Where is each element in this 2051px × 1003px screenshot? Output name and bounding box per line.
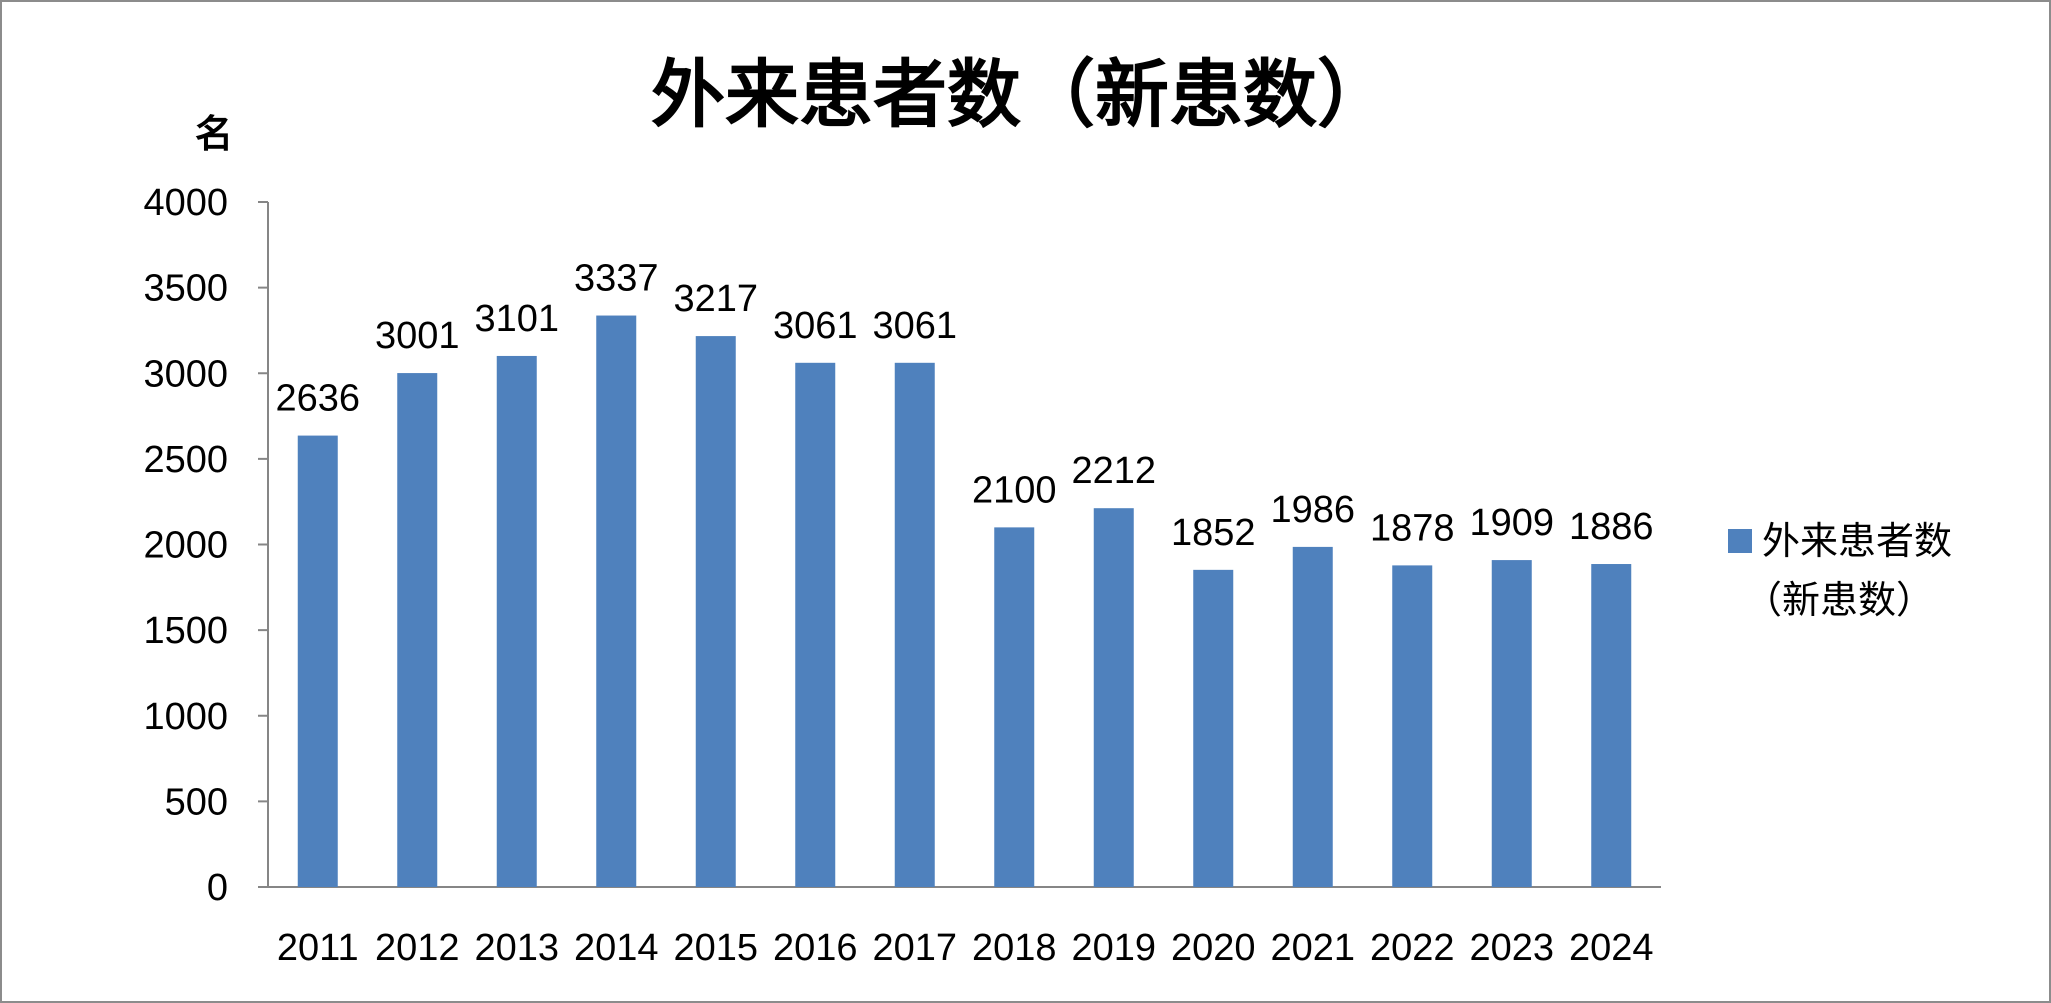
x-tick-label-2012: 2012 xyxy=(375,927,460,969)
bar-2023 xyxy=(1491,560,1532,887)
bar-2019 xyxy=(1093,508,1134,887)
data-label-2011: 2636 xyxy=(275,378,360,420)
x-tick-label-2024: 2024 xyxy=(1569,927,1654,969)
bars-group xyxy=(297,315,1632,888)
bar-2022 xyxy=(1392,565,1433,887)
bar-2012 xyxy=(397,373,438,887)
data-label-2017: 3061 xyxy=(872,305,957,347)
legend-label-line-2: （新患数） xyxy=(1744,578,1934,622)
y-tick-label-4000: 4000 xyxy=(143,182,228,224)
x-axis-ticks: 2011 2012 2013 2014 2015 2016 2017 2018 2019 2020… xyxy=(277,927,1654,969)
x-tick-label-2018: 2018 xyxy=(972,927,1057,969)
bar-2016 xyxy=(795,362,836,888)
legend-label-line-1: 外来患者数 xyxy=(1762,519,1952,563)
bar-2011 xyxy=(297,435,338,887)
y-tick-label-2000: 2000 xyxy=(143,525,228,567)
x-tick-label-2015: 2015 xyxy=(673,927,758,969)
bar-2021 xyxy=(1292,546,1333,887)
legend: 外来患者数 （新患数） xyxy=(1728,519,1952,622)
x-tick-label-2014: 2014 xyxy=(574,927,659,969)
data-label-2022: 1878 xyxy=(1370,507,1455,549)
y-tick-label-1000: 1000 xyxy=(143,696,228,738)
y-axis-unit-label: 名 xyxy=(195,112,233,156)
data-labels-group: 2636 3001 3101 3337 3217 3061 3061 2100 2212 1852… xyxy=(275,258,1653,554)
bar-2024 xyxy=(1591,564,1632,887)
x-tick-label-2021: 2021 xyxy=(1270,927,1355,969)
bar-2013 xyxy=(496,355,537,887)
y-tick-label-3500: 3500 xyxy=(143,268,228,310)
x-tick-label-2017: 2017 xyxy=(872,927,957,969)
data-label-2021: 1986 xyxy=(1270,489,1355,531)
y-tick-label-2500: 2500 xyxy=(143,439,228,481)
legend-swatch xyxy=(1728,529,1752,553)
bar-2017 xyxy=(894,362,935,888)
bar-2018 xyxy=(994,527,1035,887)
x-tick-label-2019: 2019 xyxy=(1071,927,1156,969)
x-tick-label-2022: 2022 xyxy=(1370,927,1455,969)
chart-title: 外来患者数（新患数） xyxy=(651,52,1391,138)
x-tick-label-2020: 2020 xyxy=(1171,927,1256,969)
x-tick-label-2013: 2013 xyxy=(474,927,559,969)
x-tick-label-2023: 2023 xyxy=(1469,927,1554,969)
data-label-2014: 3337 xyxy=(574,258,659,300)
y-tick-label-3000: 3000 xyxy=(143,353,228,395)
y-tick-label-500: 500 xyxy=(165,781,228,823)
y-tick-label-0: 0 xyxy=(207,867,228,909)
data-label-2015: 3217 xyxy=(673,278,758,320)
bar-2014 xyxy=(596,315,637,887)
data-label-2012: 3001 xyxy=(375,315,460,357)
y-axis-ticks: 0 500 1000 1500 2000 2500 3000 3500 4000 xyxy=(143,182,268,909)
y-tick-label-1500: 1500 xyxy=(143,610,228,652)
bar-2015 xyxy=(695,336,736,887)
bar-2020 xyxy=(1193,569,1234,887)
data-label-2020: 1852 xyxy=(1171,512,1256,554)
data-label-2024: 1886 xyxy=(1569,506,1654,548)
x-tick-label-2016: 2016 xyxy=(773,927,858,969)
data-label-2023: 1909 xyxy=(1469,502,1554,544)
data-label-2013: 3101 xyxy=(474,298,559,340)
data-label-2019: 2212 xyxy=(1071,450,1156,492)
data-label-2018: 2100 xyxy=(972,469,1057,511)
data-label-2016: 3061 xyxy=(773,305,858,347)
x-tick-label-2011: 2011 xyxy=(277,927,359,969)
